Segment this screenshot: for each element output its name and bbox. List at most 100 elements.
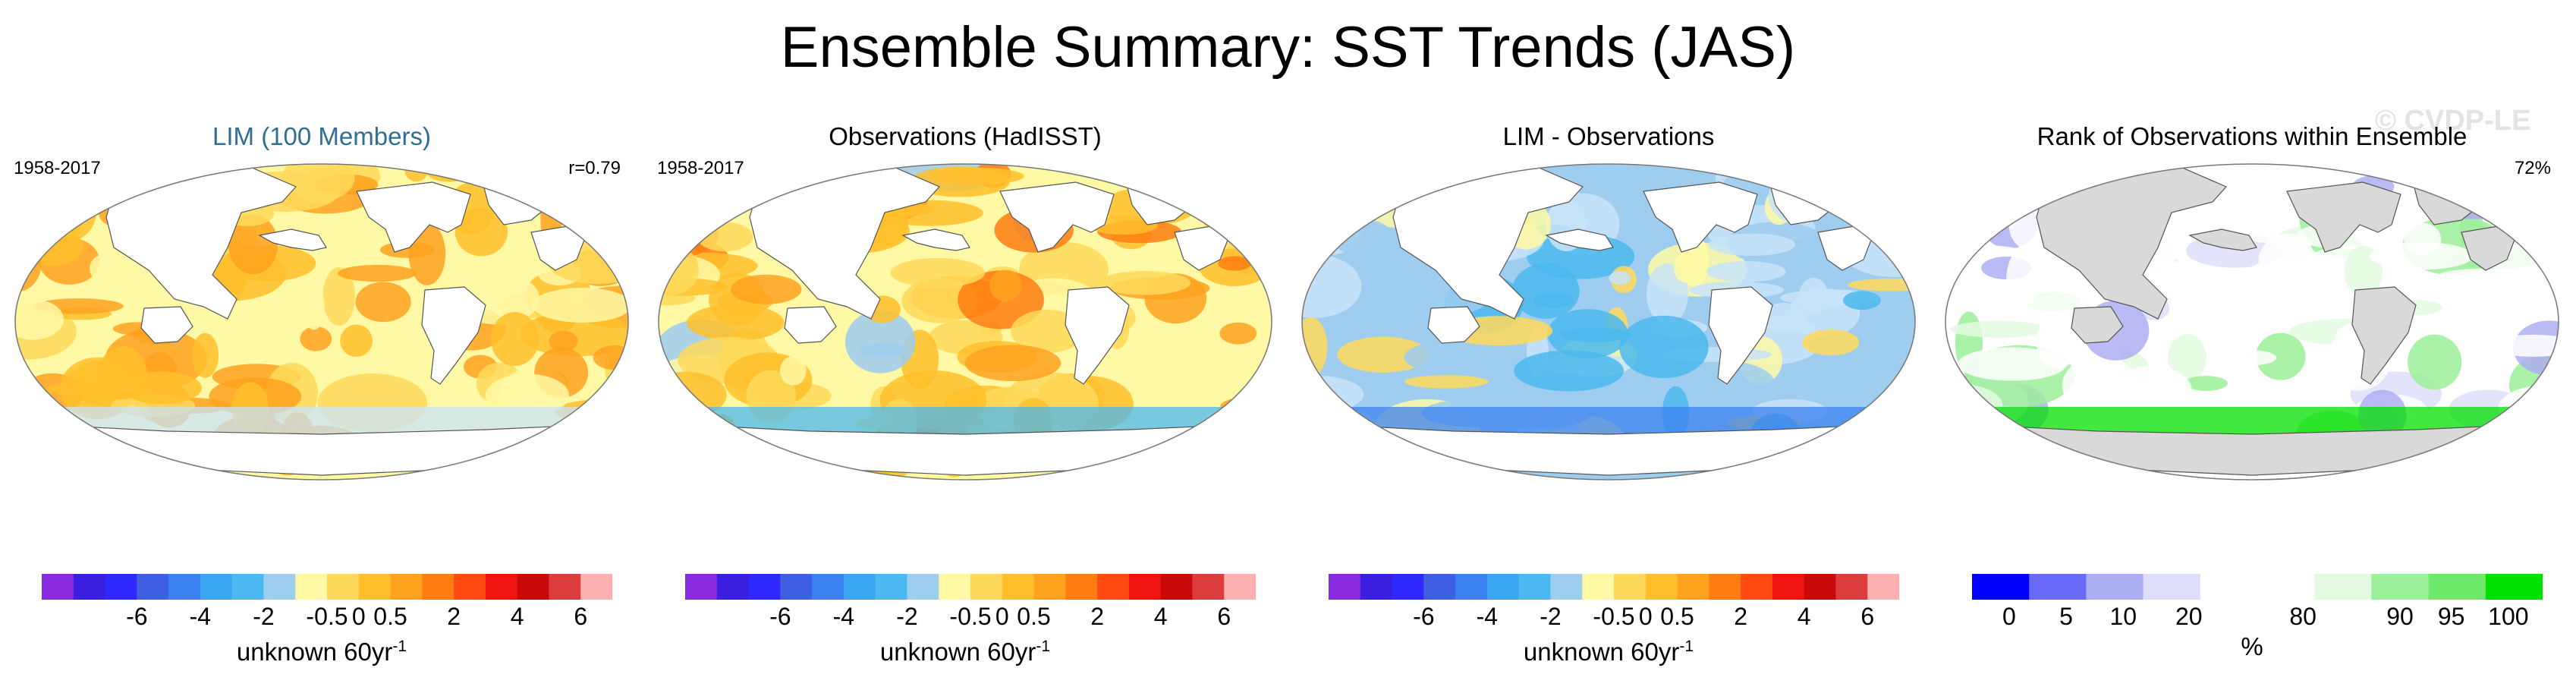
colorbar-swatch <box>2143 574 2201 600</box>
colorbar-swatch <box>970 574 1003 600</box>
colorbar-swatch <box>1002 574 1035 600</box>
trend-map <box>14 163 629 481</box>
colorbar-swatch <box>1741 574 1773 600</box>
colorbar-swatch <box>843 574 876 600</box>
colorbar-tick-labels: -6 -4 -2 -0.5 0 0.5 2 4 6 <box>42 601 612 635</box>
colorbar-swatch <box>358 574 392 600</box>
colorbar-tick-label: 90 <box>2386 603 2414 630</box>
panel-title: LIM - Observations <box>1502 122 1715 150</box>
colorbar-tick-label: 100 <box>2488 603 2529 630</box>
colorbar-swatch <box>1972 574 2030 600</box>
colorbar-swatch <box>1360 574 1393 600</box>
colorbar-tick-label: 0 <box>351 603 366 630</box>
colorbar-units: unknown 60yr-1 <box>643 630 1287 669</box>
colorbar-swatch <box>168 574 201 600</box>
colorbar-swatch <box>327 574 360 600</box>
colorbar-swatch <box>1192 574 1225 600</box>
colorbar-swatch <box>2428 574 2486 600</box>
colorbar-swatch <box>1614 574 1647 600</box>
colorbar-swatch <box>1645 574 1678 600</box>
units-text: unknown 60yr <box>1523 638 1680 666</box>
colorbar-swatch <box>454 574 486 600</box>
colorbar-tick-label: -0.5 <box>306 603 348 630</box>
colorbar-tick-label: -4 <box>189 603 212 630</box>
colorbar-swatch <box>485 574 518 600</box>
colorbar-swatch <box>1329 574 1361 600</box>
correlation-label: r=0.79 <box>568 158 621 178</box>
panel-lim-members: LIM (100 Members) 1958-2017 r=0.79 -6 -4 -… <box>0 114 643 679</box>
colorbar-tick-label: 6 <box>574 603 588 630</box>
colorbar-swatch <box>200 574 233 600</box>
colorbar-swatch <box>295 574 328 600</box>
colorbar-tick-label: -6 <box>126 603 148 630</box>
colorbar-tick-label: -2 <box>896 603 918 630</box>
colorbar-swatch <box>1518 574 1551 600</box>
colorbar <box>1329 574 1899 600</box>
colorbar-swatch <box>517 574 549 600</box>
colorbar-swatch <box>231 574 264 600</box>
colorbar-swatch <box>939 574 971 600</box>
colorbar-swatch <box>875 574 907 600</box>
trend-map <box>658 163 1272 481</box>
colorbar-swatch <box>2029 574 2087 600</box>
colorbar-tick-label: 0.5 <box>373 603 407 630</box>
colorbar-swatch <box>2257 574 2315 600</box>
period-label: 1958-2017 <box>657 158 744 178</box>
colorbar-swatch <box>780 574 813 600</box>
colorbar-swatch <box>1392 574 1424 600</box>
colorbar-tick-label: 5 <box>2059 603 2073 630</box>
figure-title: Ensemble Summary: SST Trends (JAS) <box>780 15 1796 80</box>
colorbar-tick-label: -0.5 <box>949 603 992 630</box>
units-exponent: -1 <box>1036 638 1051 655</box>
colorbar-swatch <box>549 574 581 600</box>
colorbar-tick-label: -6 <box>769 603 791 630</box>
colorbar-swatch <box>2086 574 2144 600</box>
colorbar-swatch <box>1097 574 1130 600</box>
colorbar-swatch <box>685 574 718 600</box>
colorbar-swatch <box>390 574 423 600</box>
colorbar-swatch <box>716 574 750 600</box>
colorbar-swatch <box>1455 574 1488 600</box>
period-label: 1958-2017 <box>14 158 101 178</box>
colorbar-swatch <box>2485 574 2543 600</box>
colorbar-swatch <box>422 574 454 600</box>
panel-difference: LIM - Observations -6 -4 -2 -0.5 0 0.5 2 4 6 unk… <box>1287 114 1930 679</box>
colorbar-tick-label: 0 <box>1638 603 1653 630</box>
colorbar-tick-labels: -6 -4 -2 -0.5 0 0.5 2 4 6 <box>1329 601 1899 635</box>
colorbar-swatch <box>1423 574 1456 600</box>
colorbar <box>42 574 612 600</box>
colorbar-swatch <box>1835 574 1868 600</box>
panel-title: Rank of Observations within Ensemble <box>2037 122 2467 150</box>
colorbar-swatch <box>748 574 781 600</box>
colorbar-tick-label: 20 <box>2175 603 2203 630</box>
watermark: © CVDP-LE <box>2375 105 2531 137</box>
colorbar-tick-label: 4 <box>510 603 524 630</box>
units-exponent: -1 <box>1679 638 1694 655</box>
colorbar-swatch <box>1065 574 1098 600</box>
colorbar-tick-label: 2 <box>447 603 461 630</box>
colorbar-swatch <box>1582 574 1615 600</box>
colorbar-swatch <box>1033 574 1066 600</box>
units-exponent: -1 <box>392 638 407 655</box>
colorbar-tick-label: 0.5 <box>1017 603 1051 630</box>
colorbar-tick-label: 6 <box>1860 603 1875 630</box>
colorbar-units: unknown 60yr-1 <box>1287 630 1930 669</box>
colorbar-swatch <box>1709 574 1741 600</box>
trend-map <box>1301 163 1916 481</box>
colorbar-swatch <box>1677 574 1709 600</box>
colorbar-swatch <box>137 574 169 600</box>
colorbar-tick-label: -2 <box>1540 603 1562 630</box>
colorbar-tick-label: 0 <box>995 603 1009 630</box>
rank-map <box>1945 163 2559 481</box>
colorbar-tick-label: 95 <box>2437 603 2465 630</box>
units-text: unknown 60yr <box>879 638 1036 666</box>
colorbar-units: % <box>2241 632 2263 660</box>
colorbar-swatch <box>1224 574 1256 600</box>
colorbar-swatch <box>1160 574 1193 600</box>
rank-percent-label: 72% <box>2514 158 2551 178</box>
colorbar-tick-label: -0.5 <box>1593 603 1635 630</box>
colorbar-tick-label: -4 <box>832 603 855 630</box>
panel-title: LIM (100 Members) <box>212 122 431 150</box>
panel-title: Observations (HadISST) <box>829 122 1102 150</box>
colorbar-tick-labels: 0 5 10 20 80 90 95 100 <box>1972 601 2543 635</box>
